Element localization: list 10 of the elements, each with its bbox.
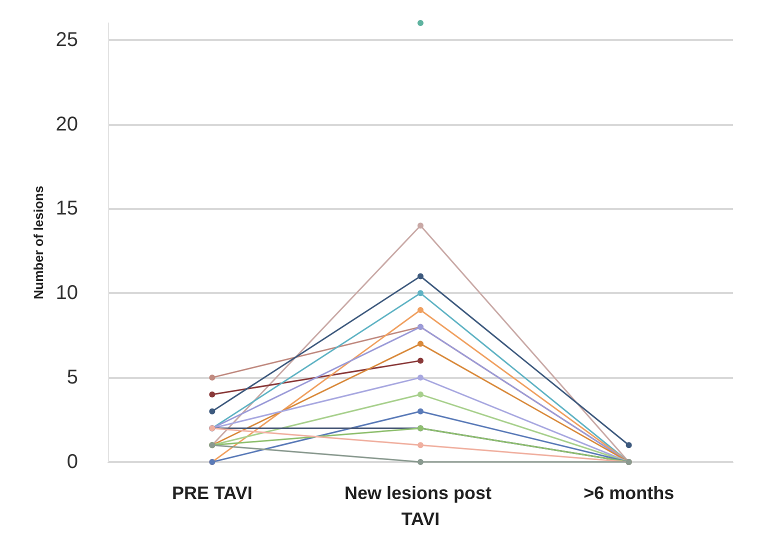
y-axis-title: Number of lesions bbox=[30, 186, 46, 300]
y-tick-label: 20 bbox=[56, 113, 78, 136]
x-tick-label: PRE TAVI bbox=[172, 483, 252, 503]
x-tick-label: >6 months bbox=[584, 483, 674, 503]
y-tick-label: 0 bbox=[66, 451, 78, 473]
y-tick-label: 5 bbox=[66, 366, 78, 389]
y-tick-label: 25 bbox=[56, 28, 78, 51]
y-tick-label: 15 bbox=[56, 198, 78, 220]
x-tick-label: New lesions post TAVI bbox=[344, 483, 497, 529]
y-tick-label: 10 bbox=[56, 282, 78, 304]
